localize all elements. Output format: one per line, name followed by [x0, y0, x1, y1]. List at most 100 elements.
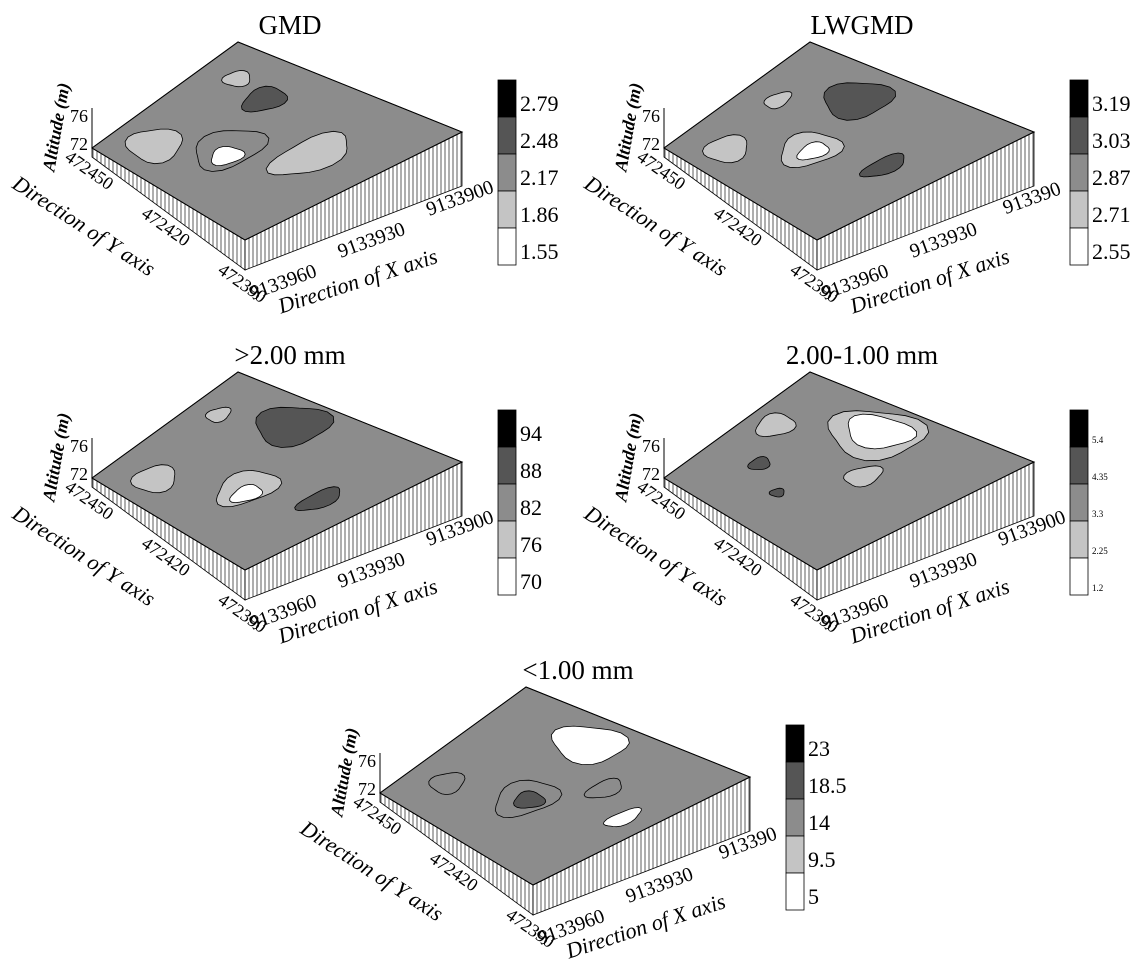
legend-label: 3.3	[1092, 509, 1104, 519]
contour-region	[747, 456, 771, 470]
contour-region	[124, 128, 184, 165]
legend-label: 1.86	[520, 202, 559, 227]
legend-swatch	[785, 835, 805, 874]
contour-region	[843, 465, 884, 488]
legend-swatch	[1069, 190, 1089, 229]
panel-gmd: GMD 72 76 Altitude (m) 472450 472420 472390 Dir…	[0, 0, 572, 319]
legend-swatch	[497, 520, 517, 559]
legend-swatch	[1069, 483, 1089, 522]
panel-gt-2mm: >2.00 mm 72 76 Altitude (m) 472450 472420 4723…	[0, 330, 572, 649]
legend-swatch	[497, 190, 517, 229]
z-tick-label: 76	[642, 106, 660, 126]
contour-region	[550, 725, 630, 766]
z-tick-label: 72	[642, 134, 660, 154]
contour-region	[796, 141, 830, 161]
z-tick-label: 72	[70, 134, 88, 154]
legend-swatch	[1069, 227, 1089, 266]
legend-label: 82	[520, 495, 542, 520]
chart-title: <1.00 mm	[522, 655, 633, 685]
legend-label: 18.5	[808, 773, 847, 798]
contour-region	[229, 483, 264, 504]
contour-region	[130, 464, 176, 494]
legend-swatch	[1069, 153, 1089, 192]
z-tick-label: 72	[358, 779, 376, 799]
legend-swatch	[1069, 116, 1089, 155]
legend-label: 5.4	[1092, 435, 1104, 445]
contour-region	[702, 134, 748, 164]
legend-label: 2.17	[520, 165, 559, 190]
legend-swatch	[497, 446, 517, 485]
legend-swatch	[497, 79, 517, 118]
legend-label: 2.55	[1092, 239, 1131, 264]
legend-swatch	[1069, 557, 1089, 596]
legend-swatch	[497, 153, 517, 192]
legend-swatch	[497, 227, 517, 266]
z-tick-label: 72	[70, 464, 88, 484]
chart-title: GMD	[258, 10, 321, 40]
legend-label: 23	[808, 736, 830, 761]
legend-label: 5	[808, 884, 819, 909]
legend-swatch	[1069, 79, 1089, 118]
contour-region	[205, 406, 232, 423]
legend-label: 2.48	[520, 128, 559, 153]
chart-title: >2.00 mm	[234, 340, 345, 370]
legend-swatch	[1069, 446, 1089, 485]
contour-region	[210, 145, 246, 167]
legend-swatch	[785, 761, 805, 800]
z-tick-label: 76	[70, 106, 88, 126]
contour-region	[294, 486, 341, 512]
legend-swatch	[785, 872, 805, 911]
surface-outline	[379, 686, 752, 886]
surface-outline	[91, 41, 464, 241]
legend-swatch	[497, 409, 517, 448]
legend-label: 88	[520, 458, 542, 483]
legend-swatch	[785, 798, 805, 837]
legend-label: 70	[520, 569, 542, 594]
legend-label: 3.03	[1092, 128, 1131, 153]
z-tick-label: 72	[642, 464, 660, 484]
z-tick-label: 76	[70, 436, 88, 456]
contour-region	[513, 790, 547, 809]
contour-region	[255, 406, 335, 448]
surface-outline	[91, 371, 464, 571]
legend-label: 2.25	[1092, 546, 1108, 556]
contour-region	[241, 85, 288, 113]
legend-swatch	[1069, 520, 1089, 559]
chart-title: LWGMD	[811, 10, 914, 40]
legend-label: 94	[520, 421, 542, 446]
contour-region	[768, 487, 785, 498]
legend-label: 3.19	[1092, 91, 1131, 116]
panel-lt-1mm: <1.00 mm 72 76 Altitude (m) 472450 472420 4723…	[288, 645, 860, 964]
legend-label: 9.5	[808, 847, 836, 872]
contour-region	[583, 777, 622, 799]
contour-region	[847, 413, 918, 450]
contour-region	[265, 130, 348, 176]
legend-label: 1.55	[520, 239, 559, 264]
surface-outline	[663, 371, 1036, 571]
contour-region	[763, 91, 793, 110]
panel-2-1mm: 2.00-1.00 mm 72 76 Altitude (m) 472450 472420…	[572, 330, 1144, 649]
legend-label: 76	[520, 532, 542, 557]
contour-region	[755, 412, 797, 438]
contour-region	[823, 82, 896, 121]
legend-label: 14	[808, 810, 830, 835]
contour-region	[428, 772, 466, 796]
legend-swatch	[497, 557, 517, 596]
chart-title: 2.00-1.00 mm	[786, 340, 938, 370]
legend-label: 2.87	[1092, 165, 1131, 190]
surface-outline	[663, 41, 1036, 241]
legend-label: 4.35	[1092, 472, 1108, 482]
legend-label: 2.79	[520, 91, 559, 116]
legend-label: 2.71	[1092, 202, 1131, 227]
legend-swatch	[785, 724, 805, 763]
contour-region	[603, 807, 642, 828]
legend-swatch	[497, 116, 517, 155]
z-tick-label: 76	[642, 436, 660, 456]
legend-label: 1.2	[1092, 583, 1103, 593]
panel-lwgmd: LWGMD 72 76 Altitude (m) 472450 472420 472390 D…	[572, 0, 1144, 319]
